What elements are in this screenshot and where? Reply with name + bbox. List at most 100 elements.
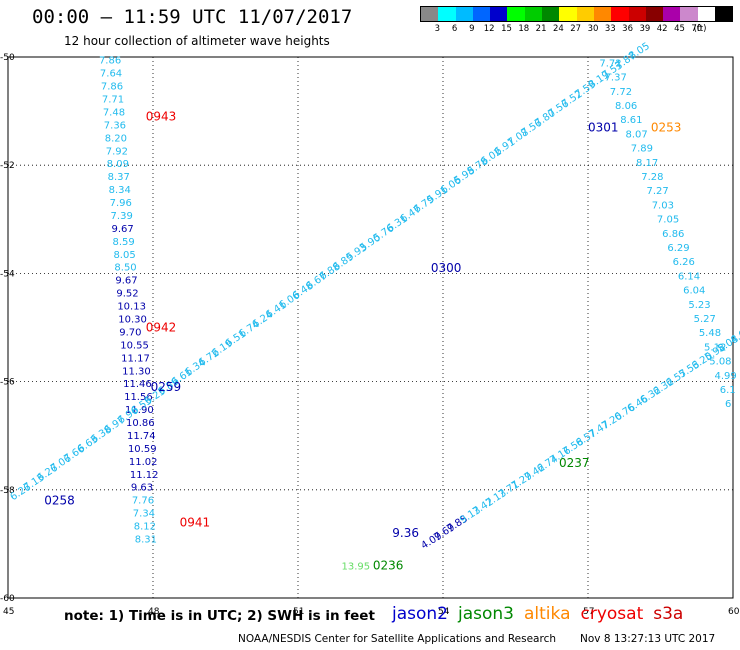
- footer-timestamp: Nov 8 13:27:13 UTC 2017: [580, 633, 716, 645]
- legend-swatch-bar: [420, 6, 734, 22]
- swh-value: 6.1: [720, 385, 736, 396]
- time-label: 0943: [146, 110, 177, 124]
- swh-value: 11.12: [130, 470, 159, 481]
- swh-value: 5.08: [709, 357, 731, 368]
- legend-tick-label: 30: [587, 24, 599, 34]
- swh-value: 8.20: [105, 133, 127, 144]
- swh-value: 7.28: [641, 172, 663, 183]
- lon-tick-label: 51: [293, 607, 304, 617]
- legend-swatch: [559, 7, 577, 21]
- legend-tick-label: 33: [604, 24, 616, 34]
- swh-value: 10.30: [118, 315, 147, 326]
- swh-value: 9.67: [115, 276, 137, 287]
- satellite-jason2: jason2: [392, 604, 448, 624]
- swh-value: 11.17: [121, 353, 150, 364]
- swh-value: 7.72: [610, 87, 632, 98]
- legend-swatch: [421, 7, 439, 21]
- satellite-cryosat: cryosat: [580, 604, 644, 624]
- note-text: note: 1) Time is in UTC; 2) SWH is in fe…: [64, 608, 375, 624]
- legend-tick-label: 39: [639, 24, 651, 34]
- legend-tick-label: 21: [535, 24, 547, 34]
- swh-value: 7.36: [104, 120, 126, 131]
- color-scale-legend: 3 6 9 12 15 18 21 24 27 30 33 36 39 42 45 70 (ft): [420, 6, 734, 36]
- swh-value: 8.31: [135, 534, 157, 545]
- satellite-s3a: s3a: [653, 604, 684, 624]
- legend-tick-label: 70: [691, 24, 703, 34]
- legend-swatch: [542, 7, 560, 21]
- time-label: 13.95: [342, 562, 371, 573]
- swh-value: 6.86: [662, 229, 684, 240]
- swh-value: 11.74: [127, 431, 156, 442]
- legend-tick-label: 6: [451, 24, 458, 34]
- lat-tick-label: -52: [0, 161, 15, 171]
- legend-swatch: [715, 7, 733, 21]
- swh-value: 9.67: [112, 224, 134, 235]
- time-label: 0258: [44, 494, 75, 508]
- swh-value: 7.96: [110, 198, 132, 209]
- lat-tick-label: -60: [0, 594, 15, 604]
- satellite-altika: altika: [524, 604, 571, 624]
- legend-tick-label: 36: [622, 24, 633, 34]
- swh-value: 8.06: [615, 101, 637, 112]
- swh-value: 8.37: [108, 172, 130, 183]
- footer-credit: NOAA/NESDIS Center for Satellite Applica…: [238, 633, 556, 645]
- lon-tick-label: 60: [728, 607, 740, 617]
- swh-value: 4.99: [715, 371, 737, 382]
- legend-tick-label: 45: [674, 24, 685, 34]
- swh-value: 6.29: [667, 243, 689, 254]
- time-label: 0236: [373, 559, 404, 573]
- swh-value: 10.59: [128, 444, 157, 455]
- legend-swatch: [593, 7, 612, 21]
- swh-value: 10.55: [120, 340, 149, 351]
- swh-value: 7.05: [657, 215, 679, 226]
- time-label: 0253: [651, 120, 682, 134]
- swh-value: 5.27: [694, 314, 716, 325]
- legend-swatch: [697, 7, 716, 21]
- legend-swatch: [611, 7, 629, 21]
- time-label: 0300: [431, 261, 462, 275]
- swh-value: 8.07: [626, 129, 648, 140]
- swh-value: 11.46: [123, 379, 152, 390]
- swh-value: 5.23: [688, 300, 710, 311]
- legend-tick-label: 27: [570, 24, 582, 34]
- swh-value: 10.13: [117, 302, 146, 313]
- swh-value: 7.86: [99, 56, 121, 67]
- legend-swatch: [576, 7, 594, 21]
- lat-tick-label: -56: [0, 378, 15, 388]
- legend-tick-label: 15: [501, 24, 512, 34]
- swh-value: 6.04: [683, 286, 705, 297]
- legend-unit: (ft): [693, 24, 707, 34]
- swh-value: 9.70: [119, 327, 141, 338]
- swh-value: 7.71: [102, 95, 124, 106]
- swh-value: 7.37: [605, 73, 627, 84]
- swh-value: 11.02: [129, 457, 158, 468]
- time-label: 0941: [180, 515, 211, 529]
- legend-swatch: [663, 7, 681, 21]
- swh-value: 7.03: [652, 200, 674, 211]
- lat-tick-label: -54: [0, 269, 15, 279]
- legend-tick-label: 3: [434, 24, 440, 34]
- legend-swatch: [438, 7, 456, 21]
- legend-tick-label: 24: [552, 24, 564, 34]
- legend-swatch: [628, 7, 646, 21]
- time-label: 0301: [588, 120, 619, 134]
- swh-value: 8.50: [114, 263, 136, 274]
- lat-tick-label: -50: [0, 53, 15, 63]
- swh-value: 8.34: [109, 185, 131, 196]
- swh-value: 8.05: [627, 41, 652, 62]
- legend-swatch: [524, 7, 543, 21]
- swh-value: 8.05: [113, 250, 135, 261]
- swh-value: 7.76: [132, 496, 154, 507]
- legend-swatch: [507, 7, 525, 21]
- swh-value: 9.52: [116, 289, 138, 300]
- swh-value: 11.56: [124, 392, 153, 403]
- time-label: 0942: [146, 321, 177, 335]
- swh-value: 7.48: [103, 107, 125, 118]
- swh-value: 7.27: [646, 186, 668, 197]
- time-label: 0237: [559, 456, 590, 470]
- swh-value: 8.12: [134, 522, 156, 533]
- swh-value: 5.48: [699, 328, 721, 339]
- legend-swatch: [472, 7, 491, 21]
- swh-value: 10.86: [126, 418, 155, 429]
